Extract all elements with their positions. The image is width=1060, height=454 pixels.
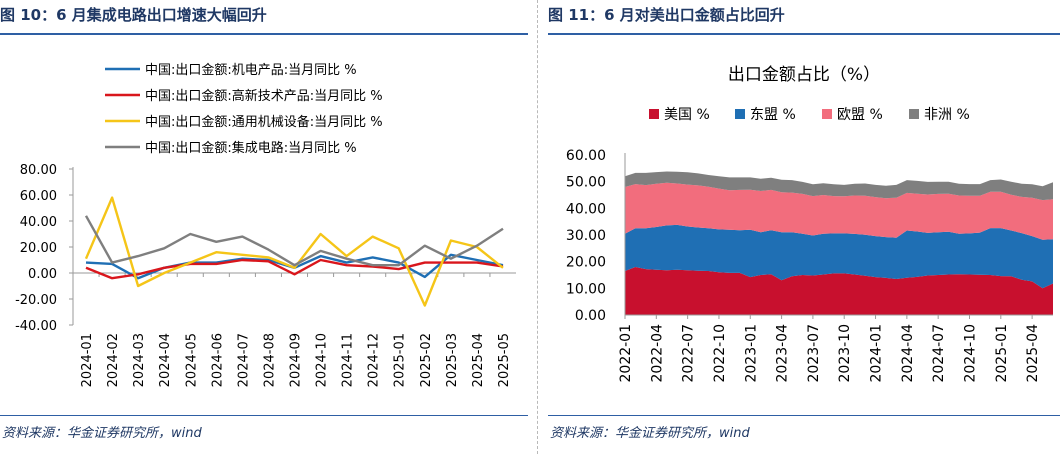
right-figure-title: 图 11：6 月对美出口金额占比回升	[548, 6, 785, 24]
y-tick-label: 80.00	[20, 163, 57, 178]
y-tick-label: 0.00	[28, 267, 57, 282]
chart-title: 出口金额占比（%）	[728, 65, 880, 85]
x-tick-label: 2024-03	[132, 333, 147, 387]
y-tick-label: -20.00	[15, 293, 57, 308]
series-line-3	[84, 196, 504, 307]
legend-swatch-4	[909, 109, 919, 119]
legend-label-3: 欧盟 %	[837, 107, 883, 123]
x-tick-label: 2025-01	[994, 324, 1010, 383]
x-tick-label: 2024-01	[80, 333, 95, 387]
legend-swatch-3	[822, 109, 832, 119]
x-tick-label: 2022-04	[649, 324, 665, 383]
right-panel: 图 11：6 月对美出口金额占比回升 出口金额占比（%） 美国 % 东盟 % 欧盟 %…	[548, 0, 1060, 454]
legend-label-1: 中国:出口金额:机电产品:当月同比 %	[145, 62, 357, 78]
y-tick-label: 0.00	[575, 308, 606, 324]
series-line-4	[84, 215, 504, 267]
panel-separator	[537, 0, 538, 454]
x-tick-label: 2024-04	[900, 324, 916, 383]
x-tick-label: 2024-07	[931, 324, 947, 383]
y-tick-label: 10.00	[566, 281, 606, 297]
right-area-chart: 出口金额占比（%） 美国 % 东盟 % 欧盟 % 非洲 % 60.00 50.00 40.00…	[566, 65, 1053, 383]
x-tick-label: 2024-10	[315, 333, 330, 387]
x-tick-label: 2023-10	[837, 324, 853, 383]
x-tick-label: 2023-07	[806, 324, 822, 383]
left-panel: 图 10：6 月集成电路出口增速大幅回升 中国:出口金额:机电产品:当月同比 %…	[0, 0, 528, 454]
right-title-rule	[548, 33, 1060, 35]
legend-label-2: 东盟 %	[750, 107, 796, 123]
x-tick-label: 2025-02	[419, 333, 434, 387]
legend-label-2: 中国:出口金额:高新技术产品:当月同比 %	[145, 88, 383, 104]
x-tick-label: 2024-01	[869, 324, 885, 383]
area-series-2	[625, 224, 1053, 289]
x-tick-label: 2025-01	[393, 333, 408, 387]
y-tick-label: -40.00	[15, 319, 57, 334]
y-tick-label: 30.00	[566, 228, 606, 244]
x-tick-label: 2024-12	[367, 333, 382, 387]
x-tick-label: 2024-06	[210, 333, 225, 387]
y-tick-label: 20.00	[20, 241, 57, 256]
area-series-1	[625, 267, 1053, 315]
x-tick-label: 2024-04	[158, 333, 173, 387]
x-tick-label: 2022-07	[681, 324, 697, 383]
legend-label-4: 非洲 %	[924, 107, 970, 123]
left-figure-title: 图 10：6 月集成电路出口增速大幅回升	[0, 6, 267, 24]
x-tick-label: 2024-02	[106, 333, 121, 387]
y-tick-label: 20.00	[566, 255, 606, 271]
y-tick-label: 60.00	[566, 148, 606, 164]
y-tick-label: 50.00	[566, 175, 606, 191]
right-source-note: 资料来源：华金证券研究所，wind	[550, 426, 750, 441]
x-tick-label: 2025-03	[445, 333, 460, 387]
left-source-note: 资料来源：华金证券研究所，wind	[2, 426, 202, 441]
y-tick-label: 40.00	[566, 201, 606, 217]
area-series-3	[625, 182, 1053, 240]
left-title-rule	[0, 33, 528, 35]
series-line-2	[85, 258, 504, 280]
x-tick-label: 2023-04	[775, 324, 791, 383]
x-tick-label: 2025-04	[471, 333, 486, 387]
left-line-chart: 中国:出口金额:机电产品:当月同比 % 中国:出口金额:高新技术产品:当月同比 %…	[15, 62, 516, 387]
right-bottom-rule	[548, 415, 1060, 416]
x-tick-label: 2023-01	[743, 324, 759, 383]
legend-label-4: 中国:出口金额:集成电路:当月同比 %	[145, 140, 357, 156]
x-tick-label: 2024-07	[236, 333, 251, 387]
legend-label-1: 美国 %	[664, 107, 710, 123]
y-tick-label: 40.00	[20, 215, 57, 230]
legend-swatch-2	[735, 109, 745, 119]
x-tick-label: 2022-10	[712, 324, 728, 383]
x-tick-label: 2024-11	[341, 333, 356, 387]
x-tick-label: 2024-05	[184, 333, 199, 387]
x-tick-label: 2022-01	[618, 324, 634, 383]
area-series-4	[625, 171, 1053, 201]
x-tick-label: 2025-04	[1025, 324, 1041, 383]
legend-swatch-1	[649, 109, 659, 119]
left-bottom-rule	[0, 415, 528, 416]
x-tick-label: 2025-05	[497, 333, 512, 387]
y-tick-label: 60.00	[20, 189, 57, 204]
legend-label-3: 中国:出口金额:通用机械设备:当月同比 %	[145, 114, 383, 130]
x-tick-label: 2024-08	[262, 333, 277, 387]
x-tick-label: 2024-10	[962, 324, 978, 383]
x-tick-label: 2024-09	[289, 333, 304, 387]
